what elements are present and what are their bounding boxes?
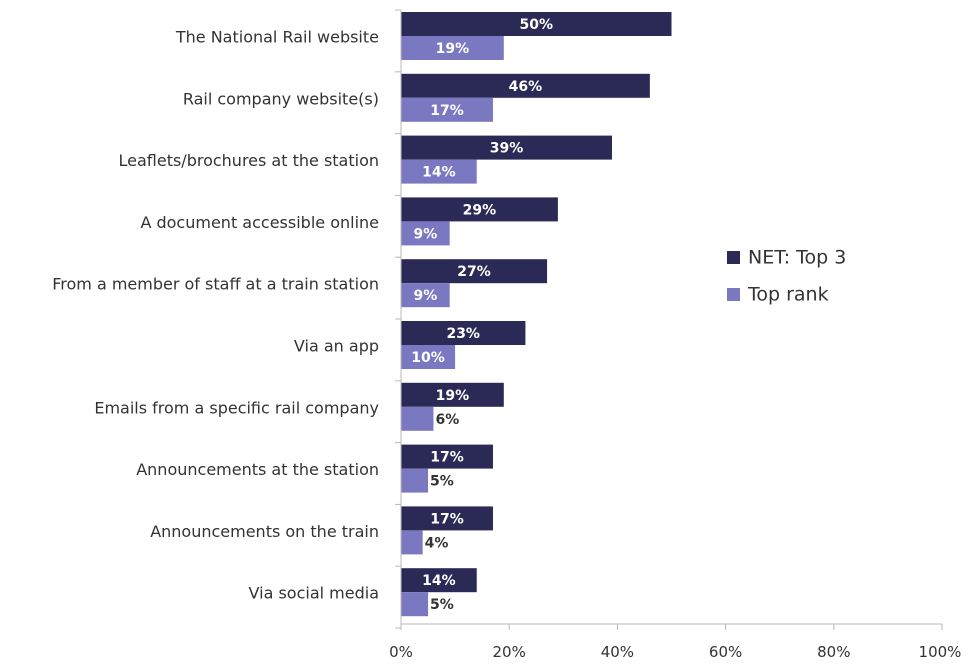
x-tick-label: 40% bbox=[601, 643, 634, 661]
x-tick-label: 20% bbox=[493, 643, 526, 661]
bar-value-labels: 50% 19% 46% 17% 39% 14% 29% 9% 27% 9% 23%10% 19% 6% 1… bbox=[411, 17, 553, 613]
bar-value-label: 29% bbox=[463, 202, 497, 218]
bar-top-rank bbox=[401, 592, 429, 617]
bar-value-label: 27% bbox=[457, 264, 491, 280]
bar-value-label: 10% bbox=[411, 350, 445, 366]
bar-net-top3 bbox=[401, 382, 504, 407]
legend-swatch-net-top3 bbox=[727, 251, 740, 264]
category-label: The National Rail website bbox=[175, 28, 379, 47]
bar-net-top3 bbox=[401, 568, 477, 593]
bar-top-rank bbox=[401, 36, 504, 60]
bar-value-label: 14% bbox=[422, 573, 456, 589]
bar-value-label: 6% bbox=[435, 412, 459, 428]
bar-net-top3 bbox=[401, 506, 493, 531]
category-label: Rail company website(s) bbox=[183, 89, 379, 108]
bar-value-label: 17% bbox=[430, 450, 464, 466]
bar-value-label: 17% bbox=[430, 511, 464, 527]
bar-top-rank bbox=[401, 97, 493, 122]
bar-value-label: 9% bbox=[413, 226, 437, 242]
axes: 0% 20% 40% 60% 80% 100% bbox=[389, 9, 962, 661]
bar-value-label: 19% bbox=[436, 388, 470, 404]
bar-net-top3 bbox=[401, 321, 526, 345]
category-label: From a member of staff at a train statio… bbox=[52, 275, 379, 294]
bar-top-rank bbox=[401, 530, 423, 555]
bar-value-label: 5% bbox=[430, 474, 454, 490]
bar-top-rank bbox=[401, 345, 456, 369]
bar-value-label: 14% bbox=[422, 165, 456, 181]
bar-top-rank bbox=[401, 221, 450, 246]
category-label: A document accessible online bbox=[140, 213, 379, 232]
bars bbox=[401, 12, 672, 617]
x-tick-label: 80% bbox=[817, 643, 850, 661]
bar-net-top3 bbox=[401, 197, 558, 222]
category-labels: The National Rail website Rail company we… bbox=[52, 28, 379, 603]
legend-swatch-top-rank bbox=[727, 288, 740, 301]
bar-value-label: 50% bbox=[519, 17, 553, 33]
x-tick-label: 100% bbox=[919, 643, 962, 661]
category-label: Announcements on the train bbox=[150, 522, 379, 541]
bar-top-rank bbox=[401, 159, 477, 184]
bar-value-label: 46% bbox=[509, 79, 543, 95]
bar-net-top3 bbox=[401, 73, 650, 98]
bar-value-label: 39% bbox=[490, 141, 524, 157]
bar-value-label: 4% bbox=[425, 535, 449, 551]
bar-value-label: 23% bbox=[446, 326, 480, 342]
bar-net-top3 bbox=[401, 12, 672, 36]
bar-net-top3 bbox=[401, 444, 493, 469]
bar-net-top3 bbox=[401, 259, 548, 284]
category-label: Via social media bbox=[249, 584, 379, 603]
bar-value-label: 19% bbox=[436, 41, 470, 57]
x-tick-label: 60% bbox=[709, 643, 742, 661]
category-label: Leaflets/brochures at the station bbox=[118, 151, 379, 170]
legend: NET: Top 3 Top rank bbox=[727, 247, 846, 306]
bar-top-rank bbox=[401, 283, 450, 308]
bar-value-label: 9% bbox=[413, 288, 437, 304]
legend-label: NET: Top 3 bbox=[748, 247, 846, 269]
category-label: Announcements at the station bbox=[136, 460, 379, 479]
bar-value-label: 5% bbox=[430, 597, 454, 613]
category-label: Emails from a specific rail company bbox=[94, 398, 379, 417]
category-label: Via an app bbox=[294, 337, 379, 356]
bar-top-rank bbox=[401, 406, 434, 431]
bar-net-top3 bbox=[401, 135, 612, 160]
legend-label: Top rank bbox=[747, 284, 829, 306]
bar-value-label: 17% bbox=[430, 103, 464, 119]
bar-top-rank bbox=[401, 468, 429, 493]
x-tick-label: 0% bbox=[389, 643, 413, 661]
